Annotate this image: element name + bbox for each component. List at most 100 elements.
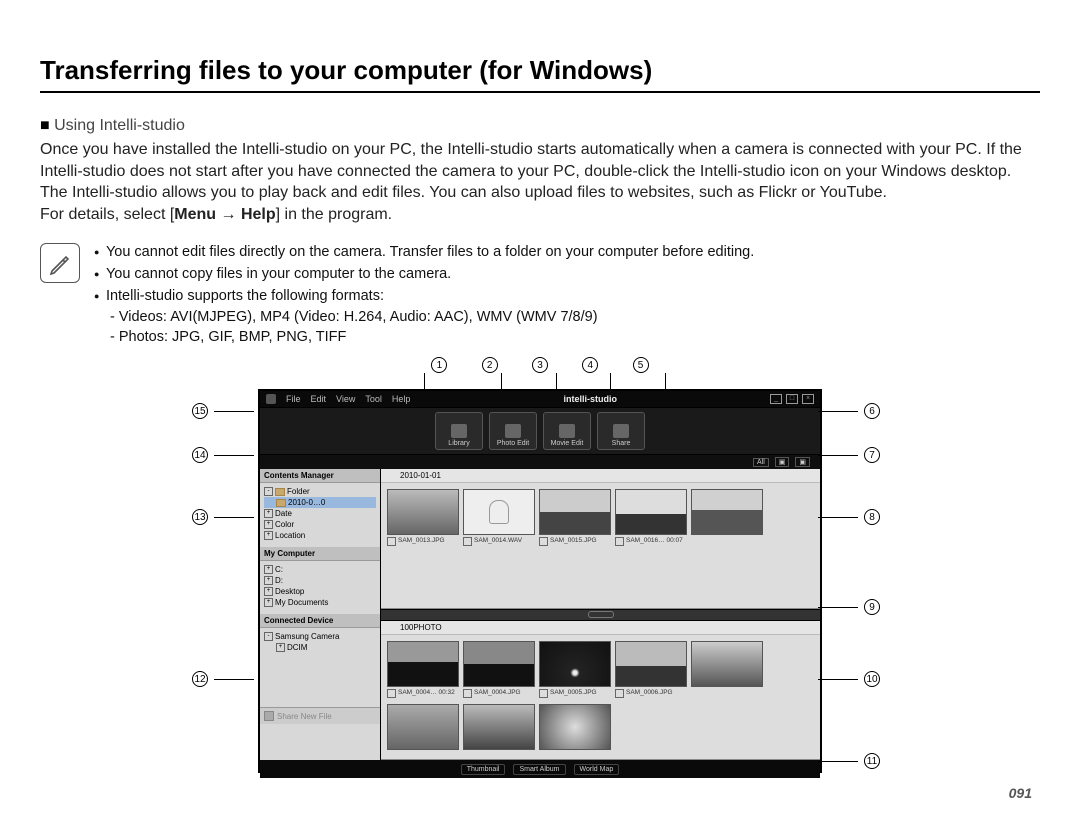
tree-c-label: C: (275, 565, 283, 574)
folder-icon (387, 624, 396, 631)
tree-desktop[interactable]: +Desktop (264, 586, 376, 597)
thumbnail[interactable]: SAM_0015.JPG (539, 489, 609, 546)
thumbnail[interactable] (387, 704, 457, 750)
my-computer-header: My Computer (260, 547, 380, 561)
app-screenshot-figure: 1 2 3 4 5 15 14 13 12 6 7 8 (190, 357, 890, 773)
tree-color[interactable]: +Color (264, 519, 376, 530)
intelli-studio-window: 15 14 13 12 6 7 8 9 10 11 File Edit View… (258, 389, 822, 773)
thumbnail[interactable] (691, 641, 761, 698)
tree-d-drive[interactable]: +D: (264, 575, 376, 586)
para2c: ] in the program. (276, 206, 393, 223)
thumbnail[interactable] (691, 489, 761, 546)
movie-edit-icon (559, 424, 575, 438)
view-smart-album[interactable]: Smart Album (513, 764, 565, 775)
callout-10: 10 (864, 671, 880, 687)
tree-camera[interactable]: -Samsung Camera (264, 631, 376, 642)
note-list: You cannot edit files directly on the ca… (94, 243, 754, 347)
divider-handle[interactable] (381, 609, 820, 621)
maximize-button[interactable]: □ (786, 394, 798, 404)
menu-help-bold: Menu → Help (174, 206, 275, 223)
thumbnail[interactable]: SAM_0004… 00:32 (387, 641, 457, 698)
thumbnail[interactable] (539, 704, 609, 750)
page-number: 091 (1009, 785, 1032, 801)
share-icon (613, 424, 629, 438)
folder-icon (276, 499, 286, 507)
menu-help[interactable]: Help (392, 394, 411, 404)
close-button[interactable]: × (802, 394, 814, 404)
movie-edit-button[interactable]: Movie Edit (543, 412, 591, 450)
minimize-button[interactable]: _ (770, 394, 782, 404)
tree-color-label: Color (275, 520, 294, 529)
tree-folder[interactable]: -Folder (264, 486, 376, 497)
filter-video[interactable]: ▣ (795, 457, 810, 467)
tree-d-label: D: (275, 576, 283, 585)
tree-location[interactable]: +Location (264, 530, 376, 541)
section-1-title: 2010-01-01 (400, 471, 441, 480)
thumbnail[interactable]: SAM_0006.JPG (615, 641, 685, 698)
tree-folder-label: Folder (287, 487, 310, 496)
folder-icon (275, 488, 285, 496)
menu-edit[interactable]: Edit (311, 394, 327, 404)
callout-7: 7 (864, 447, 880, 463)
thumbnail[interactable]: SAM_0014.WAV (463, 489, 533, 546)
tree-dcim-label: DCIM (287, 643, 307, 652)
note-icon (40, 243, 80, 283)
intro-paragraph: Once you have installed the Intelli-stud… (40, 139, 1040, 204)
filter-photo[interactable]: ▣ (775, 457, 790, 467)
thumbnail[interactable]: SAM_0005.JPG (539, 641, 609, 698)
note-2: You cannot copy files in your computer t… (94, 265, 754, 285)
view-world-map[interactable]: World Map (574, 764, 620, 775)
thumb-caption: SAM_0005.JPG (550, 689, 597, 698)
menu-file[interactable]: File (286, 394, 301, 404)
window-controls: _ □ × (770, 394, 814, 404)
tree-desktop-label: Desktop (275, 587, 304, 596)
menu-tool[interactable]: Tool (365, 394, 382, 404)
section-subhead: Using Intelli-studio (40, 117, 1040, 135)
photo-edit-label: Photo Edit (497, 440, 529, 447)
view-thumbnail[interactable]: Thumbnail (461, 764, 506, 775)
share-new-file-label: Share New File (277, 712, 332, 721)
callout-15: 15 (192, 403, 208, 419)
callout-3: 3 (532, 357, 548, 373)
tree-folder-selected-label: 2010-0…0 (288, 498, 325, 507)
thumbnail[interactable] (463, 704, 533, 750)
thumb-caption: SAM_0015.JPG (550, 537, 597, 546)
share-button[interactable]: Share (597, 412, 645, 450)
tree-dcim[interactable]: +DCIM (264, 642, 376, 653)
thumbnail[interactable]: SAM_0016… 00:07 (615, 489, 685, 546)
callout-8: 8 (864, 509, 880, 525)
callout-14: 14 (192, 447, 208, 463)
library-button[interactable]: Library (435, 412, 483, 450)
folder-icon (387, 472, 396, 479)
thumb-caption: SAM_0004… 00:32 (398, 689, 455, 698)
share-new-file-button[interactable]: Share New File (260, 707, 380, 724)
share-label: Share (612, 440, 631, 447)
intro-paragraph-2: For details, select [Menu → Help] in the… (40, 204, 1040, 226)
microphone-icon (489, 500, 509, 524)
thumbnail[interactable]: SAM_0004.JPG (463, 641, 533, 698)
callout-13: 13 (192, 509, 208, 525)
tree-folder-selected[interactable]: 2010-0…0 (264, 497, 376, 508)
callout-5: 5 (633, 357, 649, 373)
tree-date[interactable]: +Date (264, 508, 376, 519)
menu-view[interactable]: View (336, 394, 355, 404)
callout-4: 4 (582, 357, 598, 373)
connected-device-label: Connected Device (264, 616, 333, 625)
tree-c-drive[interactable]: +C: (264, 564, 376, 575)
note-1: You cannot edit files directly on the ca… (94, 243, 754, 263)
callout-2: 2 (482, 357, 498, 373)
tree-documents[interactable]: +My Documents (264, 597, 376, 608)
callout-9: 9 (864, 599, 880, 615)
photo-edit-icon (505, 424, 521, 438)
thumbnail[interactable]: SAM_0013.JPG (387, 489, 457, 546)
thumb-caption: SAM_0006.JPG (626, 689, 673, 698)
tree-location-label: Location (275, 531, 305, 540)
filter-all[interactable]: All (753, 458, 769, 467)
photo-edit-button[interactable]: Photo Edit (489, 412, 537, 450)
contents-manager-label: Contents Manager (264, 471, 334, 480)
library-label: Library (448, 440, 469, 447)
note-3: Intelli-studio supports the following fo… (94, 287, 754, 307)
page-title: Transferring files to your computer (for… (40, 55, 1040, 93)
menubar: File Edit View Tool Help intelli-studio … (260, 391, 820, 407)
callout-6: 6 (864, 403, 880, 419)
